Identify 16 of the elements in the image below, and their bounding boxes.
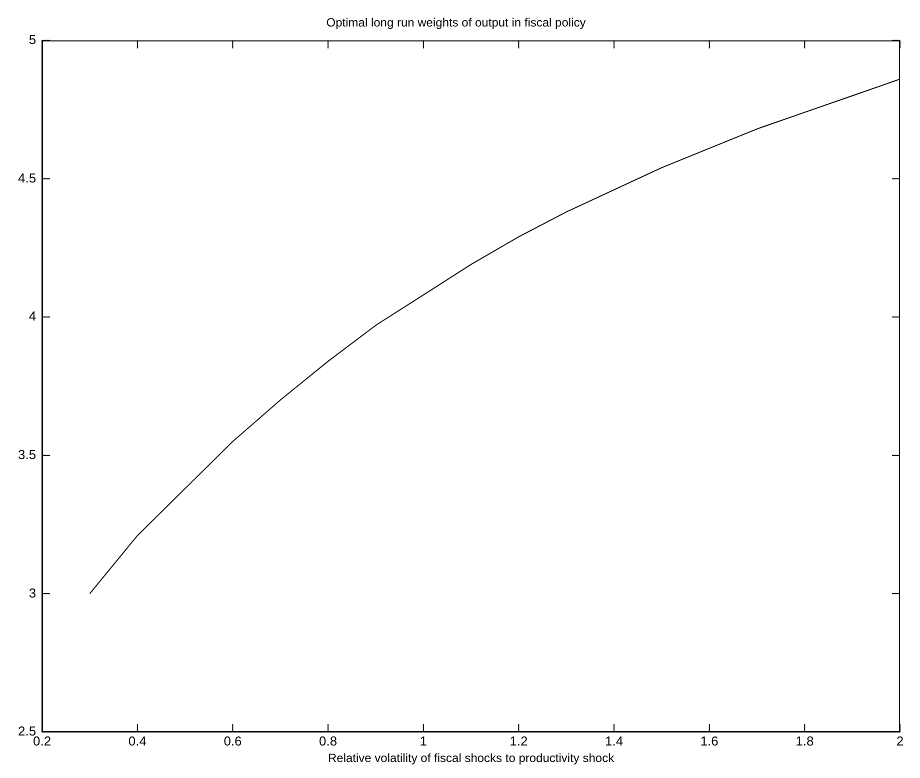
y-tick-label: 3 xyxy=(28,585,36,600)
x-tick-label: 1.8 xyxy=(796,733,814,748)
x-tick-label: 1.6 xyxy=(700,733,718,748)
x-tick-label: 0.6 xyxy=(224,733,242,748)
x-axis-title: Relative volatility of fiscal shocks to productivity shock xyxy=(328,751,616,766)
chart-title: Optimal long run weights of output in fiscal policy xyxy=(326,16,586,30)
y-tick-label: 4 xyxy=(28,308,36,324)
x-tick-label: 1 xyxy=(420,733,427,748)
y-tick-label: 3.5 xyxy=(18,446,36,462)
x-tick-label: 1.4 xyxy=(604,733,624,748)
y-tick-label: 4.5 xyxy=(18,170,36,186)
x-tick-label: 2 xyxy=(896,733,904,748)
y-tick-label: 5 xyxy=(28,32,36,47)
x-tick-label: 1.2 xyxy=(510,733,528,748)
x-tick-label: 0.8 xyxy=(319,733,338,748)
x-tick-label: 0.4 xyxy=(128,733,146,748)
